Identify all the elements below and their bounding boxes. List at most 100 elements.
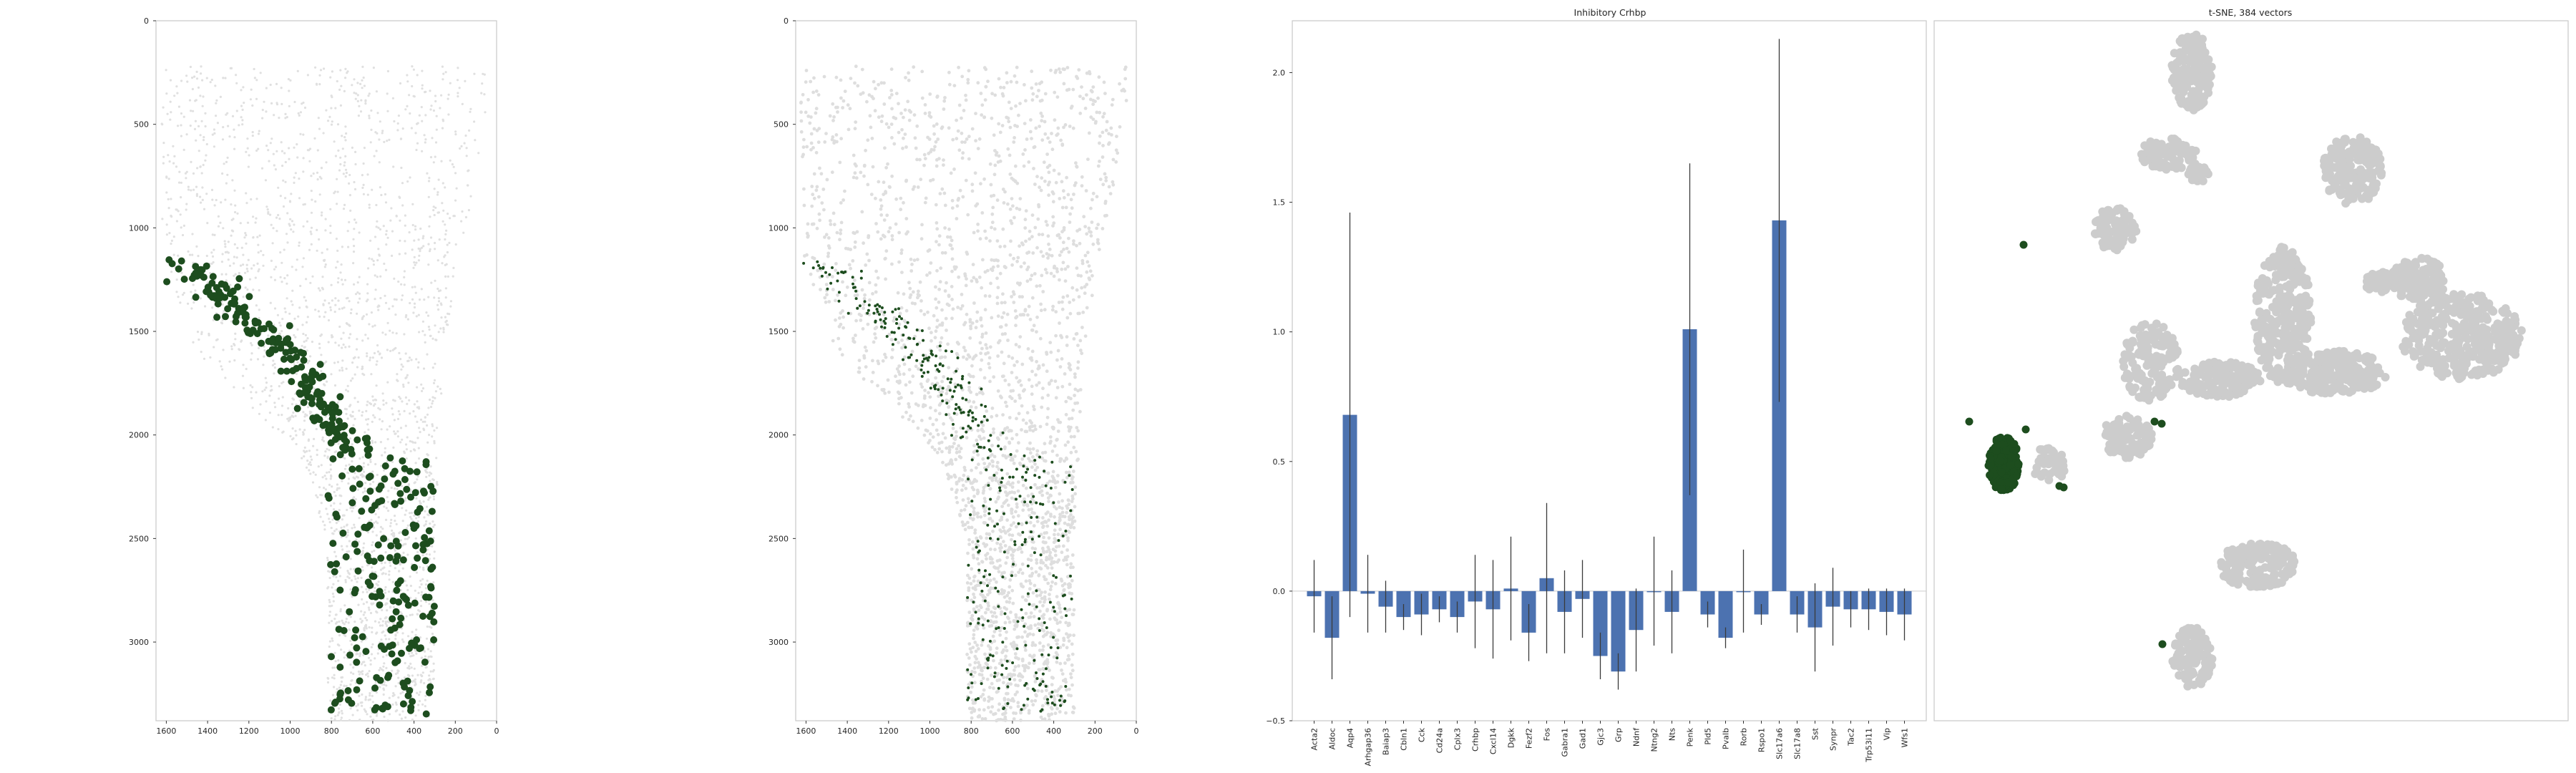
background-cell: [302, 203, 305, 206]
background-cell: [301, 324, 304, 326]
background-cell: [362, 613, 365, 616]
background-cell: [369, 659, 372, 662]
background-cell: [353, 92, 356, 94]
background-cell: [286, 212, 289, 215]
background-cell: [1080, 184, 1084, 188]
highlighted-cell: [406, 467, 414, 475]
background-cell: [945, 463, 948, 467]
background-cell: [424, 705, 426, 708]
background-cell: [245, 367, 248, 371]
background-cell: [390, 207, 393, 210]
background-cell: [165, 69, 167, 72]
background-cell: [357, 603, 360, 606]
background-cell: [1043, 590, 1047, 594]
background-cell: [414, 225, 417, 228]
background-cell: [457, 92, 459, 94]
background-cell: [372, 260, 375, 263]
highlighted-cell: [203, 262, 210, 270]
background-cell: [379, 530, 382, 533]
background-cell: [431, 423, 434, 426]
background-cell: [841, 198, 845, 202]
background-cell: [985, 543, 989, 547]
background-cell: [286, 116, 288, 119]
background-cell: [1095, 226, 1098, 230]
background-cell: [344, 168, 348, 171]
background-cell: [397, 410, 400, 413]
background-cell: [373, 487, 376, 490]
background-cell: [418, 699, 421, 703]
background-cell: [1048, 341, 1053, 344]
background-cell: [391, 703, 394, 706]
background-cell: [296, 156, 299, 159]
background-cell: [324, 229, 327, 232]
background-cell: [228, 360, 231, 363]
background-cell: [392, 691, 395, 695]
background-cell: [360, 640, 363, 643]
background-cell: [385, 666, 388, 670]
background-cell: [1011, 601, 1015, 606]
background-cell: [904, 410, 908, 414]
highlighted-cell: [338, 472, 346, 480]
background-cell: [1061, 679, 1065, 683]
background-cell: [989, 710, 993, 714]
background-cell: [857, 312, 862, 316]
background-cell: [1014, 324, 1018, 328]
highlighted-cell: [218, 280, 225, 288]
background-cell: [975, 557, 980, 561]
background-cell: [404, 224, 406, 227]
background-cell: [421, 554, 424, 557]
background-cell: [320, 167, 323, 170]
background-cell: [204, 305, 207, 308]
background-cell: [204, 159, 207, 162]
background-cell: [374, 462, 377, 466]
background-cell: [434, 206, 437, 209]
background-cell: [902, 200, 905, 205]
background-cell: [992, 172, 997, 177]
background-cell: [923, 112, 927, 115]
background-cell: [293, 100, 296, 104]
highlighted-cell: [391, 624, 399, 632]
background-cell: [433, 523, 436, 527]
background-cell: [386, 236, 389, 239]
background-cell: [977, 137, 982, 141]
background-cell: [821, 188, 826, 191]
background-cell: [213, 248, 215, 251]
background-cell: [429, 156, 433, 159]
background-cell: [175, 278, 178, 281]
panel1-ticks: 1600 1400 1200 1000 800 600 400 200 005001000150…: [129, 16, 499, 736]
background-cell: [408, 512, 411, 515]
background-cell: [356, 652, 358, 655]
background-cell: [405, 509, 408, 512]
background-cell: [1067, 366, 1071, 370]
background-cell: [361, 475, 364, 478]
background-cell: [1008, 600, 1011, 604]
background-cell: [366, 173, 369, 176]
background-cell: [381, 656, 385, 658]
background-cell: [295, 268, 298, 271]
background-cell: [293, 176, 296, 179]
background-cell: [416, 122, 419, 125]
background-cell: [424, 583, 428, 586]
background-cell: [306, 349, 308, 352]
background-cell: [862, 241, 865, 245]
background-cell: [396, 641, 399, 644]
highlighted-cell: [401, 476, 409, 483]
background-cell: [320, 369, 323, 373]
background-cell: [353, 496, 356, 499]
background-cell: [1091, 191, 1096, 195]
background-cell: [359, 701, 362, 704]
background-cell: [976, 223, 980, 226]
background-cell: [348, 463, 351, 466]
background-cell: [334, 495, 337, 497]
background-cell: [349, 588, 352, 591]
highlighted-cell: [341, 422, 348, 429]
background-cell: [1018, 208, 1022, 211]
background-cell: [358, 292, 361, 295]
background-cell: [811, 90, 815, 94]
background-cell: [294, 172, 297, 175]
background-cell: [398, 351, 401, 354]
background-cell: [223, 240, 226, 243]
background-cell: [431, 366, 434, 369]
background-cell: [1010, 437, 1014, 441]
highlighted-cell: [235, 275, 243, 283]
